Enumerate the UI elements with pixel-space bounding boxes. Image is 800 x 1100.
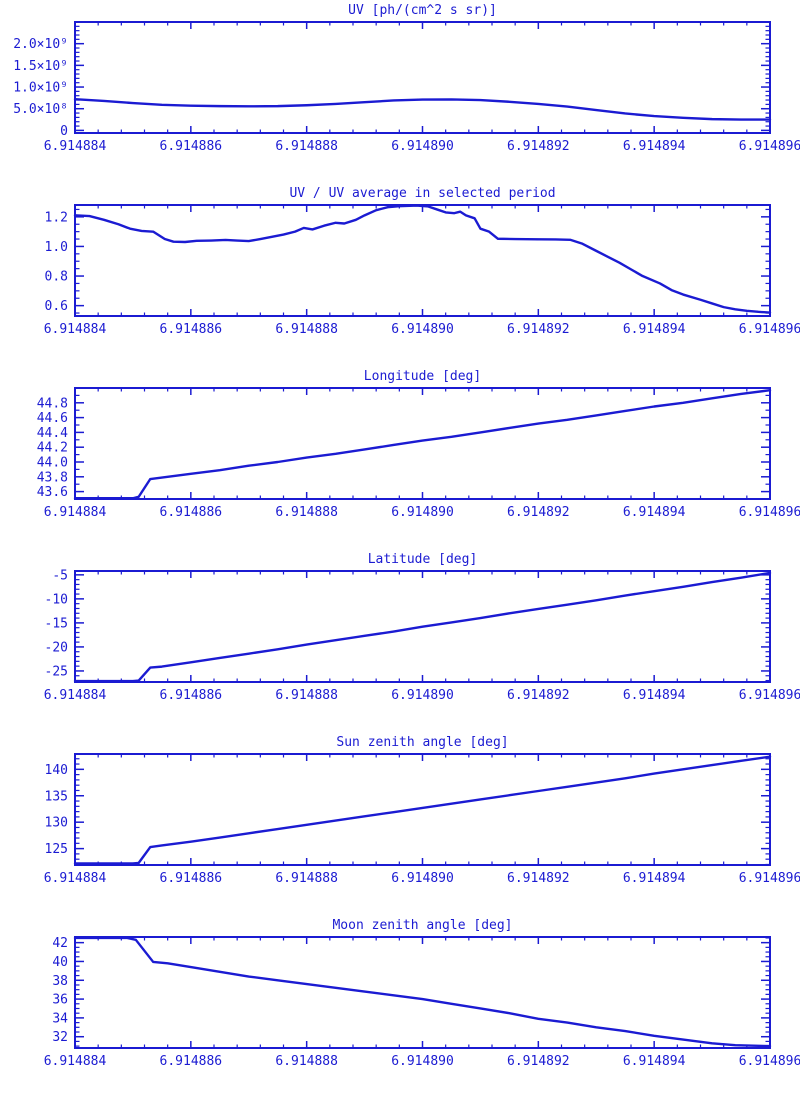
x-tick-label: 6.914896 <box>739 322 800 337</box>
chart-title-sun-zenith: Sun zenith angle [deg] <box>336 735 508 750</box>
y-tick-label: 0.8 <box>45 270 68 285</box>
plot-frame <box>74 753 771 866</box>
x-tick-label: 6.914894 <box>623 688 686 703</box>
x-tick-label: 6.914888 <box>275 322 338 337</box>
x-tick-label: 6.914888 <box>275 688 338 703</box>
x-tick-label: 6.914896 <box>739 688 800 703</box>
y-tick-label: 1.0×10⁹ <box>13 81 68 96</box>
y-tick-label: 5.0×10⁸ <box>13 102 68 117</box>
panel-moon-zenith: Moon zenith angle [deg] 6.914884 6.914886 6… <box>44 918 800 1069</box>
panel-uv: UV [ph/(cm^2 s sr)] 6.914884 6.914886 6.914… <box>13 3 800 154</box>
y-tick-label: 43.6 <box>37 485 68 500</box>
y-tick-label: 1.2 <box>45 210 68 225</box>
x-tick-label: 6.914888 <box>275 505 338 520</box>
y-tick-label: 43.8 <box>37 470 68 485</box>
panel-latitude: Latitude [deg] 6.914884 6.914886 6.914888 6.… <box>44 552 800 703</box>
x-tick-label: 6.914884 <box>44 139 107 154</box>
x-tick-label: 6.914892 <box>507 322 570 337</box>
x-tick-label: 6.914890 <box>391 505 454 520</box>
y-tick-label: 130 <box>45 816 68 831</box>
x-tick-label: 6.914884 <box>44 1054 107 1069</box>
y-tick-label: 42 <box>52 936 68 951</box>
chart-title-moon-zenith: Moon zenith angle [deg] <box>332 918 512 933</box>
data-line-latitude <box>73 571 772 683</box>
x-tick-label: 6.914896 <box>739 1054 800 1069</box>
x-tick-label: 6.914892 <box>507 139 570 154</box>
panel-uv-ratio: UV / UV average in selected period 6.9148… <box>44 186 800 337</box>
chart-title-latitude: Latitude [deg] <box>368 552 478 567</box>
y-tick-label: -10 <box>45 592 68 607</box>
y-tick-label: 44.0 <box>37 456 68 471</box>
x-tick-label: 6.914888 <box>275 871 338 886</box>
y-tick-label: 135 <box>45 789 68 804</box>
panel-sun-zenith: Sun zenith angle [deg] 6.914884 6.914886 6.… <box>44 735 800 886</box>
y-tick-label: 140 <box>45 763 68 778</box>
x-tick-label: 6.914892 <box>507 688 570 703</box>
y-tick-label: 34 <box>52 1011 68 1026</box>
chart-title-uv: UV [ph/(cm^2 s sr)] <box>348 3 497 18</box>
x-tick-label: 6.914894 <box>623 139 686 154</box>
data-line-moon-zenith <box>73 936 772 1048</box>
x-tick-label: 6.914896 <box>739 871 800 886</box>
x-tick-label: 6.914884 <box>44 505 107 520</box>
y-tick-label: 44.8 <box>37 396 68 411</box>
x-tick-label: 6.914886 <box>160 322 223 337</box>
y-tick-label: 32 <box>52 1030 68 1045</box>
y-tick-label: 1.5×10⁹ <box>13 59 68 74</box>
plot-frame <box>74 204 771 317</box>
x-tick-label: 6.914896 <box>739 139 800 154</box>
x-tick-label: 6.914888 <box>275 139 338 154</box>
y-tick-label: -25 <box>45 664 68 679</box>
x-tick-label: 6.914886 <box>160 1054 223 1069</box>
chart-title-uv-ratio: UV / UV average in selected period <box>289 186 555 201</box>
x-tick-label: 6.914884 <box>44 871 107 886</box>
x-tick-label: 6.914894 <box>623 1054 686 1069</box>
chart-title-longitude: Longitude [deg] <box>364 369 481 384</box>
x-tick-label: 6.914890 <box>391 688 454 703</box>
x-tick-label: 6.914886 <box>160 688 223 703</box>
x-tick-label: 6.914888 <box>275 1054 338 1069</box>
plot-frame <box>74 936 771 1049</box>
y-tick-label: 44.2 <box>37 441 68 456</box>
x-tick-label: 6.914890 <box>391 139 454 154</box>
x-tick-label: 6.914884 <box>44 322 107 337</box>
y-tick-label: 36 <box>52 993 68 1008</box>
data-line-uv-ratio <box>73 204 772 314</box>
y-tick-label: 125 <box>45 842 68 857</box>
data-line-sun-zenith <box>73 755 772 865</box>
y-tick-label: 0 <box>60 124 68 139</box>
y-tick-label: -20 <box>45 640 68 655</box>
x-tick-label: 6.914886 <box>160 871 223 886</box>
y-tick-label: -15 <box>45 616 68 631</box>
x-tick-label: 6.914886 <box>160 139 223 154</box>
y-tick-label: 44.6 <box>37 411 68 426</box>
x-tick-label: 6.914890 <box>391 322 454 337</box>
data-line-longitude <box>73 389 772 500</box>
y-tick-label: 1.0 <box>45 240 68 255</box>
x-tick-label: 6.914894 <box>623 322 686 337</box>
y-tick-label: 44.4 <box>37 426 68 441</box>
x-tick-label: 6.914892 <box>507 505 570 520</box>
x-tick-label: 6.914890 <box>391 1054 454 1069</box>
y-tick-label: 38 <box>52 974 68 989</box>
x-tick-label: 6.914892 <box>507 1054 570 1069</box>
y-tick-label: 40 <box>52 955 68 970</box>
panel-longitude: Longitude [deg] 6.914884 6.914886 6.914888 6… <box>37 369 800 520</box>
data-line-uv <box>73 97 772 121</box>
y-tick-label: 2.0×10⁹ <box>13 37 68 52</box>
x-tick-label: 6.914894 <box>623 505 686 520</box>
x-tick-label: 6.914896 <box>739 505 800 520</box>
y-tick-label: -5 <box>52 568 68 583</box>
x-tick-label: 6.914886 <box>160 505 223 520</box>
x-tick-label: 6.914890 <box>391 871 454 886</box>
x-tick-label: 6.914894 <box>623 871 686 886</box>
y-tick-label: 0.6 <box>45 299 68 314</box>
x-tick-label: 6.914884 <box>44 688 107 703</box>
x-tick-label: 6.914892 <box>507 871 570 886</box>
